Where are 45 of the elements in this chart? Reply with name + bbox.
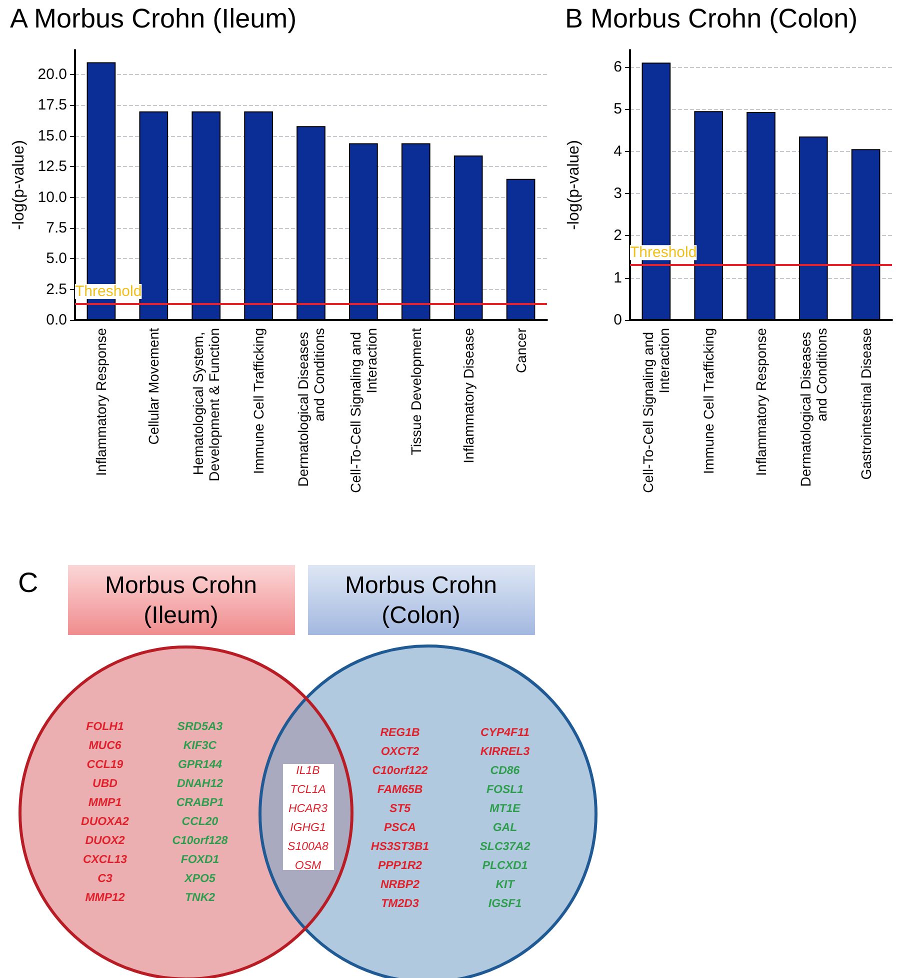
text: CD86 FOSL1 MT1E GAL SLC37A2 PLCXD1 KIT IGSF1 bbox=[480, 765, 531, 910]
text: FOLH1 MUC6 CCL19 UBD MMP1 DUOXA2 DUOX2 CXCL13 C3 MMP12 bbox=[81, 721, 129, 904]
x-tick-label: Cell-To-Cell Signaling and Interaction bbox=[347, 328, 380, 493]
y-axis-title: -log(p-value) bbox=[566, 140, 582, 230]
category-label: Morbus Crohn (Colon) bbox=[344, 572, 498, 629]
text: IL1B TCL1A HCAR3 IGHG1 S100A8 OSM bbox=[288, 765, 330, 872]
x-tick-label: Inflammatory Response bbox=[93, 328, 110, 476]
text: REG1B OXCT2 C10orf122 FAM65B ST5 PSCA HS3ST3B1 PPP1R2 NRBP2 TM2D3 bbox=[370, 727, 430, 910]
x-tick-label: Inflammatory Response bbox=[753, 328, 769, 476]
y-tick-label: 0.0 bbox=[46, 312, 67, 328]
ref-line-label: Threshold bbox=[75, 283, 142, 300]
x-tick-label: Cancer bbox=[512, 328, 529, 374]
x-tick-label: Dermatological Diseases and Conditions bbox=[295, 328, 327, 487]
x-tick-label: Inflammatory Disease bbox=[460, 328, 476, 464]
y-tick-label: 17.5 bbox=[38, 96, 67, 114]
x-tick-label: Immune Cell Trafficking bbox=[700, 328, 717, 474]
x-tick-label: Cellular Movement bbox=[146, 328, 162, 445]
y-tick-label: 12.5 bbox=[38, 158, 67, 176]
y-tick-label: 2 bbox=[614, 227, 622, 244]
x-tick-label: Hematological System, Development & Function bbox=[190, 328, 222, 482]
y-tick-label: 20.0 bbox=[38, 66, 67, 84]
x-tick-label: Gastrointestinal Disease bbox=[858, 328, 874, 480]
y-tick-label: 5 bbox=[614, 100, 622, 118]
y-tick-label: 7.5 bbox=[46, 219, 67, 236]
chart-title: B Morbus Crohn (Colon) bbox=[565, 4, 858, 34]
text: SRD5A3 KIF3C GPR144 DNAH12 CRABP1 CCL20 C10orf128 FOXD1 XPO5 TNK2 bbox=[172, 721, 228, 904]
text: C bbox=[18, 567, 38, 598]
y-tick-label: 4 bbox=[614, 142, 622, 160]
y-tick-label: 3 bbox=[614, 184, 622, 202]
x-tick-label: Immune Cell Trafficking bbox=[250, 328, 267, 474]
y-tick-label: 5.0 bbox=[46, 250, 67, 268]
ref-line-label: Threshold bbox=[630, 244, 697, 262]
y-tick-label: 1 bbox=[614, 269, 622, 286]
y-axis-title: -log(p-value) bbox=[10, 140, 28, 230]
y-tick-label: 15.0 bbox=[38, 127, 67, 144]
category-label: Morbus Crohn (Ileum) bbox=[104, 572, 258, 629]
text: CYP4F11 KIRREL3 bbox=[480, 727, 530, 758]
chart-title: A Morbus Crohn (Ileum) bbox=[10, 4, 297, 34]
y-tick-label: 2.5 bbox=[46, 280, 67, 298]
y-tick-label: 10.0 bbox=[38, 188, 67, 206]
x-tick-label: Dermatological Diseases and Conditions bbox=[797, 328, 830, 487]
y-tick-label: 6 bbox=[614, 58, 622, 76]
y-tick-label: 0 bbox=[614, 312, 622, 328]
x-tick-label: Tissue Development bbox=[408, 328, 424, 456]
x-tick-label: Cell-To-Cell Signaling and Interaction bbox=[640, 328, 672, 493]
